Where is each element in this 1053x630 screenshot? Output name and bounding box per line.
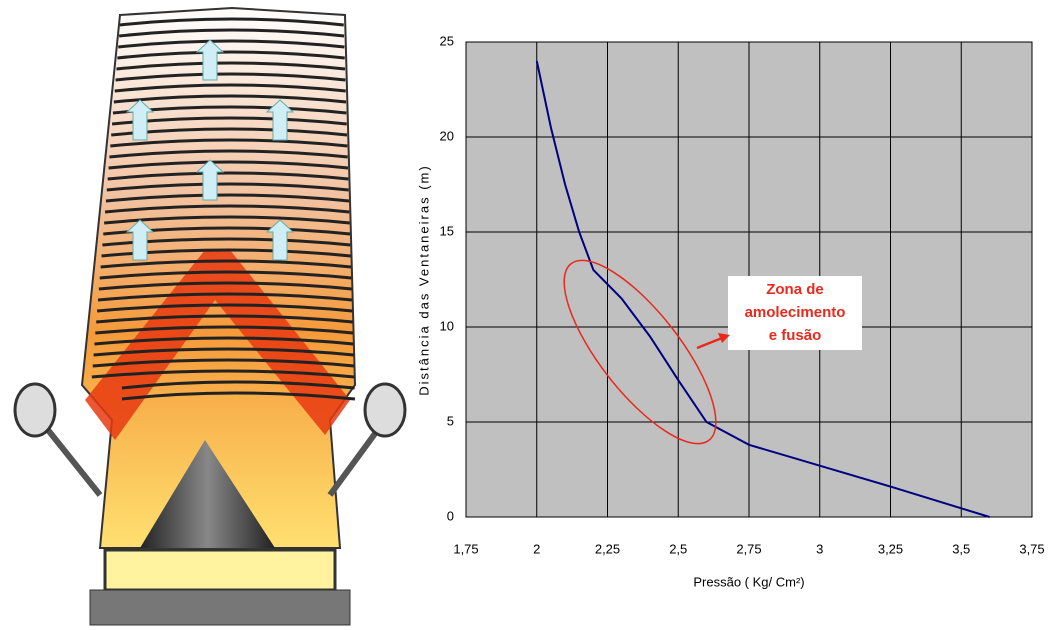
burden-layer xyxy=(106,182,349,192)
y-tick-label: 25 xyxy=(440,33,454,48)
burden-layer xyxy=(110,138,348,148)
burden-layer xyxy=(105,193,350,203)
burden-layer xyxy=(121,391,356,401)
gas-arrow xyxy=(265,219,295,261)
tuyere xyxy=(37,418,103,497)
burden-layer xyxy=(96,314,353,324)
burden-layer xyxy=(96,303,353,313)
gas-arrow xyxy=(125,99,155,141)
gas-arrow xyxy=(125,219,155,261)
burden-layer xyxy=(109,149,348,159)
annotation: amolecimento xyxy=(745,304,846,321)
burden-layer xyxy=(119,17,344,27)
hearth xyxy=(103,548,337,592)
annotation-arrowhead xyxy=(718,333,730,343)
burden-layer xyxy=(115,72,346,82)
x-tick-label: 3,75 xyxy=(1019,541,1044,556)
burden-layer xyxy=(99,270,352,280)
annotation: Zona de xyxy=(766,281,824,298)
x-tick-label: 3,5 xyxy=(952,541,970,556)
burden-layer xyxy=(108,160,349,170)
burden-layer xyxy=(100,259,352,269)
burden-layer xyxy=(114,83,346,93)
x-tick-label: 1,75 xyxy=(453,541,478,556)
x-tick-label: 2,75 xyxy=(736,541,761,556)
gas-arrow xyxy=(265,99,295,141)
data-line xyxy=(535,60,990,518)
burden-layer xyxy=(118,28,345,38)
burden-layer xyxy=(107,171,349,181)
zone-ellipse xyxy=(563,259,717,445)
burden-layer xyxy=(91,369,355,379)
x-tick-label: 2,5 xyxy=(669,541,687,556)
coke-cone xyxy=(140,440,275,548)
furnace-diagram xyxy=(13,6,407,626)
annotation: e fusão xyxy=(769,327,822,344)
burden-layer xyxy=(97,292,353,302)
y-tick-label: 15 xyxy=(440,223,454,238)
x-tick-label: 3 xyxy=(816,541,823,556)
tuyere-bustle xyxy=(363,382,407,438)
burden-layer xyxy=(118,39,345,49)
x-tick-label: 2 xyxy=(533,541,540,556)
annotation-box xyxy=(728,276,862,350)
burden-layer xyxy=(94,336,354,346)
y-tick-label: 0 xyxy=(447,508,454,523)
y-axis-title: Distância das Ventaneiras (m) xyxy=(416,164,431,395)
x-axis-title: Pressão ( Kg/ Cm²) xyxy=(693,574,804,589)
burden-layer xyxy=(98,281,352,291)
gas-arrow xyxy=(195,39,225,81)
y-tick-label: 5 xyxy=(447,413,454,428)
x-tick-label: 2,25 xyxy=(595,541,620,556)
furnace-base xyxy=(89,589,351,626)
annotation-arrow xyxy=(696,336,723,350)
x-tick-label: 3,25 xyxy=(878,541,903,556)
cohesive-zone xyxy=(85,250,350,440)
burden-layer xyxy=(113,94,347,104)
tuyere-bustle xyxy=(13,382,57,438)
y-tick-label: 10 xyxy=(440,318,454,333)
burden-layer xyxy=(92,358,355,368)
gas-arrow xyxy=(195,159,225,201)
burden-layer xyxy=(104,215,350,225)
burden-layer xyxy=(121,380,355,390)
burden-layer xyxy=(95,325,354,335)
burden-layer xyxy=(104,204,350,214)
burden-layer xyxy=(93,347,354,357)
y-tick-label: 20 xyxy=(440,128,454,143)
burden-layer xyxy=(117,50,345,60)
burden-layer xyxy=(116,61,346,71)
